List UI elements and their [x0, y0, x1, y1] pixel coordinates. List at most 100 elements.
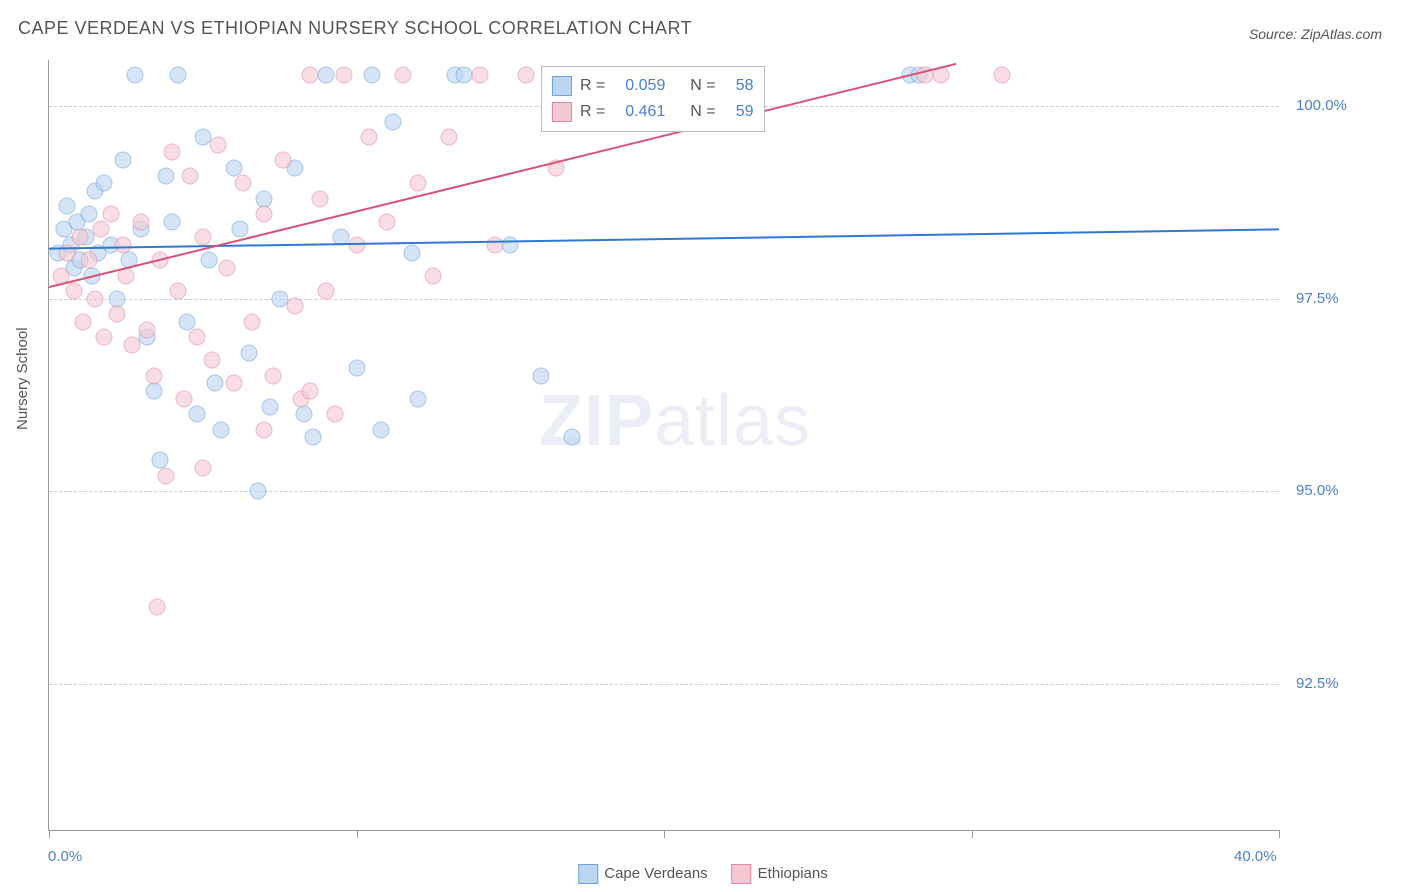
- y-axis-label: Nursery School: [14, 327, 31, 430]
- scatter-point: [379, 213, 396, 230]
- r-value: 0.059: [613, 73, 665, 99]
- scatter-point: [274, 152, 291, 169]
- n-value: 58: [724, 73, 754, 99]
- legend-swatch-icon: [732, 864, 752, 884]
- scatter-point: [932, 67, 949, 84]
- scatter-point: [210, 136, 227, 153]
- scatter-point: [256, 206, 273, 223]
- scatter-point: [563, 429, 580, 446]
- scatter-point: [403, 244, 420, 261]
- scatter-point: [360, 129, 377, 146]
- scatter-point: [74, 313, 91, 330]
- scatter-point: [200, 252, 217, 269]
- scatter-point: [410, 390, 427, 407]
- gridline: [49, 491, 1279, 492]
- scatter-point: [385, 113, 402, 130]
- legend-label: Cape Verdeans: [604, 865, 707, 882]
- scatter-point: [486, 236, 503, 253]
- scatter-point: [117, 267, 134, 284]
- scatter-point: [170, 67, 187, 84]
- scatter-point: [120, 252, 137, 269]
- scatter-point: [348, 360, 365, 377]
- scatter-point: [533, 367, 550, 384]
- scatter-point: [240, 344, 257, 361]
- scatter-point: [548, 159, 565, 176]
- scatter-point: [133, 213, 150, 230]
- scatter-point: [157, 167, 174, 184]
- scatter-point: [311, 190, 328, 207]
- scatter-point: [317, 67, 334, 84]
- scatter-point: [219, 259, 236, 276]
- scatter-point: [188, 406, 205, 423]
- scatter-point: [170, 283, 187, 300]
- scatter-point: [124, 336, 141, 353]
- scatter-point: [262, 398, 279, 415]
- stats-swatch-icon: [552, 76, 572, 96]
- scatter-point: [145, 383, 162, 400]
- r-label: R =: [580, 99, 605, 125]
- scatter-point: [188, 329, 205, 346]
- scatter-point: [348, 236, 365, 253]
- scatter-point: [182, 167, 199, 184]
- legend-item-ethiopians: Ethiopians: [732, 864, 828, 884]
- scatter-point: [127, 67, 144, 84]
- scatter-point: [71, 229, 88, 246]
- watermark-bold: ZIP: [539, 381, 654, 461]
- scatter-point: [471, 67, 488, 84]
- scatter-point: [84, 267, 101, 284]
- source-attribution: Source: ZipAtlas.com: [1249, 26, 1382, 42]
- scatter-point: [59, 198, 76, 215]
- x-tick: [357, 830, 358, 838]
- scatter-point: [194, 229, 211, 246]
- scatter-chart: ZIPatlas R =0.059 N =58R =0.461 N =59: [48, 60, 1279, 831]
- scatter-point: [225, 159, 242, 176]
- correlation-stats-box: R =0.059 N =58R =0.461 N =59: [541, 66, 765, 132]
- scatter-point: [151, 252, 168, 269]
- scatter-point: [139, 321, 156, 338]
- legend-label: Ethiopians: [758, 865, 828, 882]
- x-tick: [664, 830, 665, 838]
- scatter-point: [225, 375, 242, 392]
- y-tick-label: 95.0%: [1296, 482, 1339, 499]
- x-tick: [972, 830, 973, 838]
- scatter-point: [231, 221, 248, 238]
- scatter-point: [265, 367, 282, 384]
- scatter-point: [250, 483, 267, 500]
- y-tick-label: 92.5%: [1296, 675, 1339, 692]
- scatter-point: [194, 460, 211, 477]
- stats-swatch-icon: [552, 102, 572, 122]
- chart-title: CAPE VERDEAN VS ETHIOPIAN NURSERY SCHOOL…: [18, 18, 692, 39]
- scatter-point: [502, 236, 519, 253]
- scatter-point: [302, 67, 319, 84]
- scatter-point: [148, 598, 165, 615]
- scatter-point: [164, 213, 181, 230]
- scatter-point: [80, 206, 97, 223]
- x-tick: [49, 830, 50, 838]
- scatter-point: [394, 67, 411, 84]
- scatter-point: [65, 283, 82, 300]
- scatter-point: [207, 375, 224, 392]
- y-tick-label: 100.0%: [1296, 97, 1347, 114]
- watermark-light: atlas: [654, 381, 811, 461]
- scatter-point: [114, 236, 131, 253]
- scatter-point: [145, 367, 162, 384]
- r-label: R =: [580, 73, 605, 99]
- scatter-point: [234, 175, 251, 192]
- scatter-point: [203, 352, 220, 369]
- scatter-point: [93, 221, 110, 238]
- scatter-point: [317, 283, 334, 300]
- scatter-point: [96, 329, 113, 346]
- n-value: 59: [724, 99, 754, 125]
- legend-bottom: Cape Verdeans Ethiopians: [578, 864, 827, 884]
- scatter-point: [164, 144, 181, 161]
- scatter-point: [305, 429, 322, 446]
- scatter-point: [373, 421, 390, 438]
- y-tick-label: 97.5%: [1296, 290, 1339, 307]
- scatter-point: [256, 421, 273, 438]
- scatter-point: [80, 252, 97, 269]
- x-tick-label-right: 40.0%: [1234, 848, 1277, 865]
- legend-swatch-icon: [578, 864, 598, 884]
- scatter-point: [243, 313, 260, 330]
- r-value: 0.461: [613, 99, 665, 125]
- scatter-point: [296, 406, 313, 423]
